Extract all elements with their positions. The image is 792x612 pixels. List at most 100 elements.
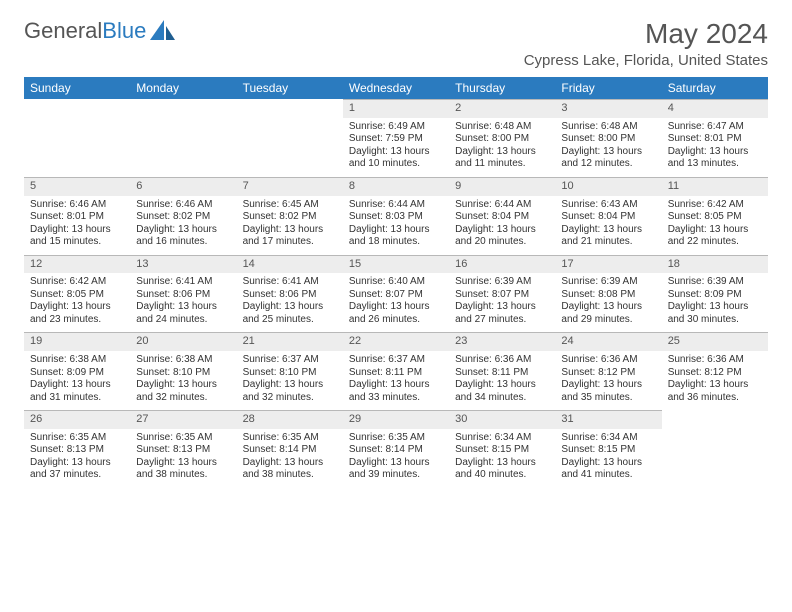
sunset-line: Sunset: 8:02 PM <box>243 211 337 224</box>
calendar-day-cell: 12Sunrise: 6:42 AMSunset: 8:05 PMDayligh… <box>24 255 130 333</box>
sunrise-line: Sunrise: 6:36 AM <box>668 354 762 367</box>
calendar-day-cell: 30Sunrise: 6:34 AMSunset: 8:15 PMDayligh… <box>449 410 555 488</box>
calendar-day-cell: 16Sunrise: 6:39 AMSunset: 8:07 PMDayligh… <box>449 255 555 333</box>
day-number: 21 <box>237 332 343 351</box>
sunrise-line: Sunrise: 6:35 AM <box>349 432 443 445</box>
calendar-day-cell <box>662 410 768 488</box>
calendar-day-cell: 21Sunrise: 6:37 AMSunset: 8:10 PMDayligh… <box>237 332 343 410</box>
day-number: 29 <box>343 410 449 429</box>
calendar-day-cell: 24Sunrise: 6:36 AMSunset: 8:12 PMDayligh… <box>555 332 661 410</box>
day-number: 3 <box>555 99 661 118</box>
sunrise-line: Sunrise: 6:43 AM <box>561 199 655 212</box>
daylight-line: Daylight: 13 hours and 11 minutes. <box>455 146 549 171</box>
sunrise-line: Sunrise: 6:40 AM <box>349 276 443 289</box>
day-number: 19 <box>24 332 130 351</box>
daylight-line: Daylight: 13 hours and 40 minutes. <box>455 457 549 482</box>
calendar-day-cell: 19Sunrise: 6:38 AMSunset: 8:09 PMDayligh… <box>24 332 130 410</box>
sunrise-line: Sunrise: 6:46 AM <box>30 199 124 212</box>
sunrise-line: Sunrise: 6:36 AM <box>561 354 655 367</box>
sunrise-line: Sunrise: 6:39 AM <box>561 276 655 289</box>
day-number: 26 <box>24 410 130 429</box>
day-body: Sunrise: 6:39 AMSunset: 8:08 PMDaylight:… <box>555 273 661 332</box>
day-body: Sunrise: 6:41 AMSunset: 8:06 PMDaylight:… <box>237 273 343 332</box>
calendar-week-row: 5Sunrise: 6:46 AMSunset: 8:01 PMDaylight… <box>24 177 768 255</box>
day-body: Sunrise: 6:42 AMSunset: 8:05 PMDaylight:… <box>662 196 768 255</box>
sunset-line: Sunset: 8:10 PM <box>243 367 337 380</box>
day-number: 12 <box>24 255 130 274</box>
sunrise-line: Sunrise: 6:37 AM <box>349 354 443 367</box>
calendar-day-cell: 22Sunrise: 6:37 AMSunset: 8:11 PMDayligh… <box>343 332 449 410</box>
sunrise-line: Sunrise: 6:39 AM <box>668 276 762 289</box>
day-body: Sunrise: 6:39 AMSunset: 8:09 PMDaylight:… <box>662 273 768 332</box>
brand-sail-icon <box>150 20 176 42</box>
calendar-day-cell: 20Sunrise: 6:38 AMSunset: 8:10 PMDayligh… <box>130 332 236 410</box>
daylight-line: Daylight: 13 hours and 32 minutes. <box>136 379 230 404</box>
sunset-line: Sunset: 8:02 PM <box>136 211 230 224</box>
sunrise-line: Sunrise: 6:48 AM <box>561 121 655 134</box>
calendar-day-cell: 7Sunrise: 6:45 AMSunset: 8:02 PMDaylight… <box>237 177 343 255</box>
month-title: May 2024 <box>524 18 768 50</box>
daylight-line: Daylight: 13 hours and 25 minutes. <box>243 301 337 326</box>
calendar-body: 1Sunrise: 6:49 AMSunset: 7:59 PMDaylight… <box>24 99 768 488</box>
sunrise-line: Sunrise: 6:37 AM <box>243 354 337 367</box>
calendar-day-cell <box>24 99 130 177</box>
calendar-day-cell: 4Sunrise: 6:47 AMSunset: 8:01 PMDaylight… <box>662 99 768 177</box>
day-number: 14 <box>237 255 343 274</box>
sunset-line: Sunset: 8:15 PM <box>561 444 655 457</box>
day-body: Sunrise: 6:47 AMSunset: 8:01 PMDaylight:… <box>662 118 768 177</box>
sunset-line: Sunset: 8:01 PM <box>668 133 762 146</box>
daylight-line: Daylight: 13 hours and 32 minutes. <box>243 379 337 404</box>
daylight-line: Daylight: 13 hours and 29 minutes. <box>561 301 655 326</box>
sunset-line: Sunset: 8:12 PM <box>668 367 762 380</box>
day-body: Sunrise: 6:48 AMSunset: 8:00 PMDaylight:… <box>555 118 661 177</box>
sunset-line: Sunset: 8:05 PM <box>30 289 124 302</box>
day-number: 11 <box>662 177 768 196</box>
calendar-week-row: 26 Sunrise: 6:35 AM Sunset: 8:13 PM Dayligh… <box>24 410 768 488</box>
calendar-day-cell: 3Sunrise: 6:48 AMSunset: 8:00 PMDaylight… <box>555 99 661 177</box>
day-body: Sunrise: 6:37 AMSunset: 8:10 PMDaylight:… <box>237 351 343 410</box>
day-number: 8 <box>343 177 449 196</box>
calendar-day-cell: 10Sunrise: 6:43 AMSunset: 8:04 PMDayligh… <box>555 177 661 255</box>
calendar-day-cell: 1Sunrise: 6:49 AMSunset: 7:59 PMDaylight… <box>343 99 449 177</box>
day-body: Sunrise: 6:36 AMSunset: 8:12 PMDaylight:… <box>662 351 768 410</box>
day-number: 13 <box>130 255 236 274</box>
calendar-day-cell: 18Sunrise: 6:39 AMSunset: 8:09 PMDayligh… <box>662 255 768 333</box>
sunset-line: Sunset: 8:08 PM <box>561 289 655 302</box>
location-subtitle: Cypress Lake, Florida, United States <box>524 52 768 69</box>
daylight-line: Daylight: 13 hours and 12 minutes. <box>561 146 655 171</box>
sunrise-line: Sunrise: 6:45 AM <box>243 199 337 212</box>
day-body: Sunrise: 6:39 AMSunset: 8:07 PMDaylight:… <box>449 273 555 332</box>
sunset-line: Sunset: 8:12 PM <box>561 367 655 380</box>
daylight-line: Daylight: 13 hours and 13 minutes. <box>668 146 762 171</box>
daylight-line: Daylight: 13 hours and 15 minutes. <box>30 224 124 249</box>
sunset-line: Sunset: 8:13 PM <box>136 444 230 457</box>
day-number: 25 <box>662 332 768 351</box>
sunset-line: Sunset: 8:06 PM <box>243 289 337 302</box>
sunrise-line: Sunrise: 6:38 AM <box>30 354 124 367</box>
day-number: 22 <box>343 332 449 351</box>
title-block: May 2024 Cypress Lake, Florida, United S… <box>524 18 768 69</box>
day-body: Sunrise: 6:46 AMSunset: 8:02 PMDaylight:… <box>130 196 236 255</box>
brand-part1: General <box>24 18 102 43</box>
daylight-line: Daylight: 13 hours and 21 minutes. <box>561 224 655 249</box>
daylight-line: Daylight: 13 hours and 26 minutes. <box>349 301 443 326</box>
day-number: 17 <box>555 255 661 274</box>
daylight-line: Daylight: 13 hours and 41 minutes. <box>561 457 655 482</box>
sunset-line: Sunset: 8:00 PM <box>561 133 655 146</box>
day-number: 23 <box>449 332 555 351</box>
daylight-line: Daylight: 13 hours and 33 minutes. <box>349 379 443 404</box>
calendar-day-cell: 28Sunrise: 6:35 AMSunset: 8:14 PMDayligh… <box>237 410 343 488</box>
day-body: Sunrise: 6:45 AMSunset: 8:02 PMDaylight:… <box>237 196 343 255</box>
weekday-header: Saturday <box>662 77 768 99</box>
sunset-line: Sunset: 7:59 PM <box>349 133 443 146</box>
day-body: Sunrise: 6:36 AMSunset: 8:11 PMDaylight:… <box>449 351 555 410</box>
day-number: 2 <box>449 99 555 118</box>
sunset-line: Sunset: 8:07 PM <box>455 289 549 302</box>
day-body: Sunrise: 6:48 AMSunset: 8:00 PMDaylight:… <box>449 118 555 177</box>
day-number: 10 <box>555 177 661 196</box>
sunrise-line: Sunrise: 6:47 AM <box>668 121 762 134</box>
weekday-header: Wednesday <box>343 77 449 99</box>
daylight-line: Daylight: 13 hours and 27 minutes. <box>455 301 549 326</box>
day-number: 27 <box>130 410 236 429</box>
weekday-header: Tuesday <box>237 77 343 99</box>
